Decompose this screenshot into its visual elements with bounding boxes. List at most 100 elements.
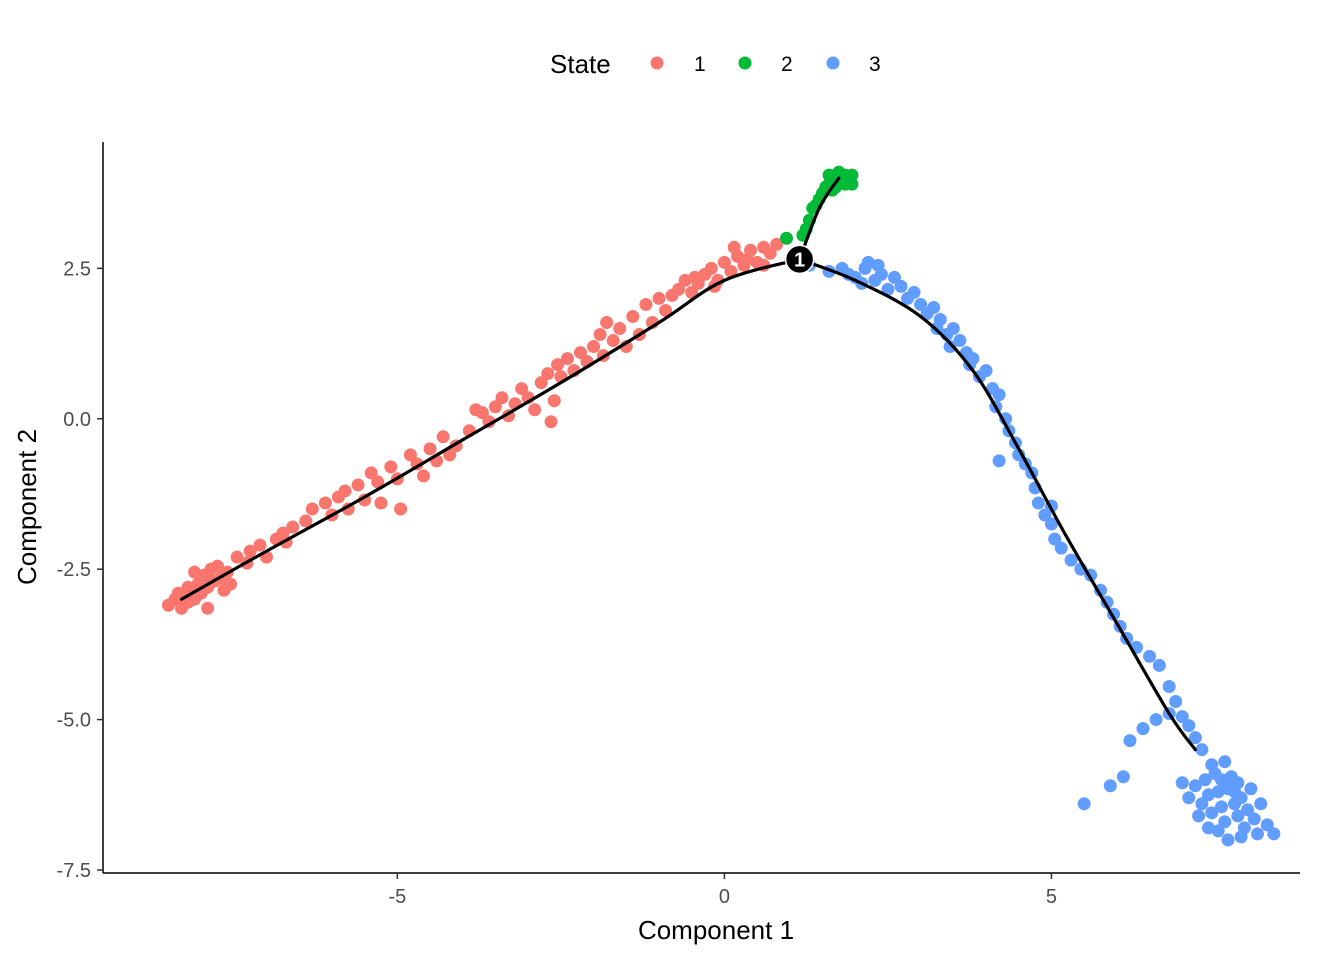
point-state-3: [1048, 532, 1062, 546]
point-state-3: [927, 300, 941, 314]
point-state-1: [534, 376, 548, 390]
point-state-2: [845, 177, 859, 191]
point-state-3: [1234, 830, 1248, 844]
x-tick-label: -5: [388, 886, 406, 908]
point-state-3: [887, 270, 901, 284]
legend: State 1 2 3: [550, 49, 881, 79]
x-axis-title: Component 1: [638, 915, 794, 945]
point-state-1: [210, 559, 224, 573]
point-state-3: [1215, 773, 1229, 787]
point-state-1: [688, 270, 702, 284]
point-state-1: [224, 577, 238, 591]
point-state-3: [874, 267, 888, 281]
point-state-1: [181, 580, 195, 594]
point-state-2: [822, 168, 836, 182]
point-state-1: [587, 340, 601, 354]
point-state-3: [1231, 809, 1245, 823]
point-state-1: [423, 442, 437, 456]
point-state-3: [1205, 806, 1219, 820]
point-state-1: [613, 322, 627, 336]
point-state-3: [1077, 797, 1091, 811]
point-state-1: [541, 367, 555, 381]
point-state-2: [780, 231, 794, 245]
trajectory-layer: [179, 176, 1197, 752]
point-state-3: [1169, 695, 1183, 709]
point-state-3: [1152, 658, 1166, 672]
point-state-1: [171, 586, 185, 600]
point-state-3: [1143, 649, 1157, 663]
y-axis-title: Component 2: [12, 429, 42, 585]
point-state-1: [403, 448, 417, 462]
point-state-3: [1211, 785, 1225, 799]
point-state-1: [338, 484, 352, 498]
point-state-3: [946, 322, 960, 336]
point-state-3: [1198, 773, 1212, 787]
point-state-3: [1260, 818, 1274, 832]
point-state-1: [770, 237, 784, 251]
point-state-1: [672, 282, 686, 296]
point-state-3: [966, 352, 980, 366]
point-state-3: [881, 282, 895, 296]
point-state-1: [593, 328, 607, 342]
point-state-1: [299, 514, 313, 528]
point-state-1: [436, 430, 450, 444]
point-state-3: [907, 285, 921, 299]
point-state-1: [374, 496, 388, 510]
point-state-3: [1123, 734, 1137, 748]
x-tick-label: 0: [719, 886, 730, 908]
point-state-3: [1247, 812, 1261, 826]
point-state-1: [639, 297, 653, 311]
point-state-3: [1195, 797, 1209, 811]
point-state-3: [943, 340, 957, 354]
point-state-1: [685, 285, 699, 299]
point-state-1: [475, 406, 489, 420]
point-state-1: [364, 466, 378, 480]
point-state-3: [1218, 815, 1232, 829]
point-state-3: [992, 388, 1006, 402]
point-state-3: [1192, 809, 1206, 823]
point-state-3: [1244, 782, 1258, 796]
y-tick-label: 0.0: [63, 409, 91, 431]
point-state-1: [724, 264, 738, 278]
point-state-3: [1064, 553, 1078, 567]
point-state-1: [305, 502, 319, 516]
point-state-1: [201, 601, 215, 615]
x-axis-ticks: -5 0 5: [388, 873, 1057, 908]
point-state-1: [659, 303, 673, 317]
point-state-3: [1215, 800, 1229, 814]
point-state-3: [1250, 827, 1264, 841]
point-state-1: [652, 291, 666, 305]
point-state-3: [1162, 679, 1176, 693]
point-state-3: [1211, 824, 1225, 838]
point-state-3: [1267, 827, 1281, 841]
point-state-1: [384, 460, 398, 474]
point-state-3: [1182, 719, 1196, 733]
point-state-1: [394, 502, 408, 516]
point-state-1: [606, 334, 620, 348]
point-state-3: [1116, 770, 1130, 784]
point-state-1: [443, 448, 457, 462]
point-state-1: [763, 246, 777, 260]
point-state-1: [528, 403, 542, 417]
point-state-1: [495, 391, 509, 405]
point-state-1: [488, 400, 502, 414]
point-state-3: [992, 454, 1006, 468]
point-state-3: [1188, 779, 1202, 793]
point-state-3: [1175, 710, 1189, 724]
point-state-3: [1201, 821, 1215, 835]
point-state-3: [1241, 803, 1255, 817]
point-state-2: [838, 168, 852, 182]
legend-title: State: [550, 49, 611, 79]
trajectory-line: [798, 257, 1197, 752]
points-layer: [161, 165, 1281, 847]
x-tick-label: 5: [1046, 886, 1057, 908]
branch-point-label: 1: [794, 249, 805, 271]
branch-point-marker: [784, 244, 815, 275]
point-state-3: [1175, 776, 1189, 790]
point-state-3: [1195, 743, 1209, 757]
point-state-1: [600, 315, 614, 329]
point-state-3: [1188, 731, 1202, 745]
point-state-1: [318, 496, 332, 510]
point-state-1: [573, 346, 587, 360]
